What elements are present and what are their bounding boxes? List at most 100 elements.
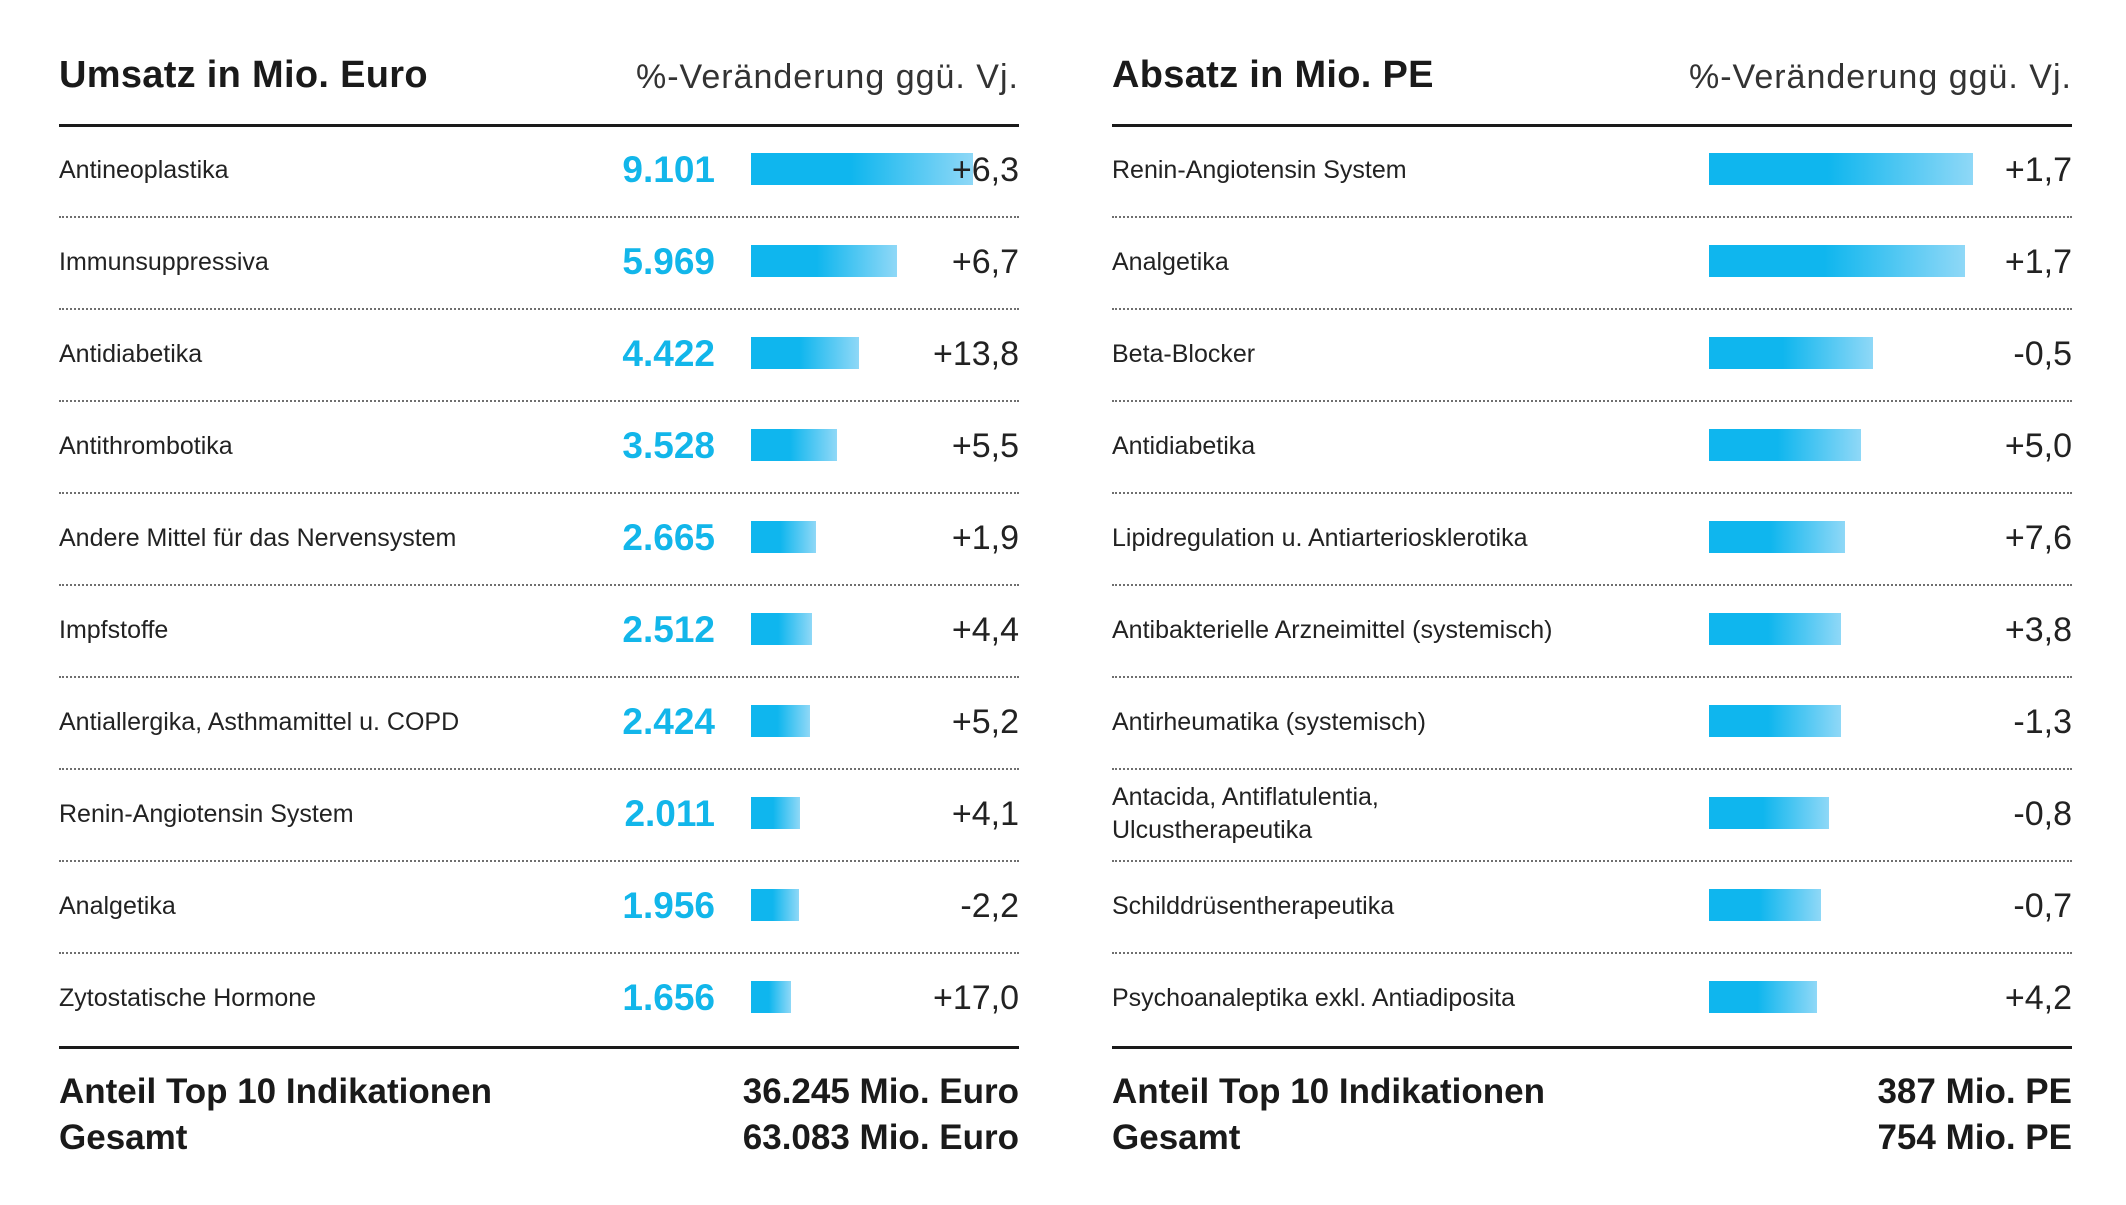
absatz-row: Psychoanaleptika exkl. Antiadiposita27+4… [1112, 952, 2072, 1044]
umsatz-row: Antithrombotika 3.528 +5,5 [59, 400, 1019, 494]
umsatz-category-label: Impfstoffe [59, 615, 169, 644]
umsatz-footer-top10: Anteil Top 10 Indikationen 36.245 Mio. E… [59, 1072, 1019, 1118]
absatz-top-rule [1112, 124, 2072, 127]
absatz-row: Beta-Blocker41-0,5 [1112, 308, 2072, 402]
umsatz-bar [751, 889, 799, 921]
umsatz-category-label: Analgetika [59, 891, 176, 920]
absatz-row: Antacida, Antiflatulentia, Ulcustherapeut… [1112, 768, 2072, 862]
absatz-title: Absatz in Mio. PE [1112, 54, 1434, 96]
absatz-category-label: Beta-Blocker [1112, 339, 1256, 368]
absatz-category-label: Antacida, Antiflatulentia, Ulcustherapeut… [1112, 783, 1379, 844]
umsatz-bar [751, 613, 812, 645]
absatz-row: Antibakterielle Arzneimittel (systemisch… [1112, 584, 2072, 678]
umsatz-bar [751, 981, 791, 1013]
absatz-category-label: Psychoanaleptika exkl. Antiadiposita [1112, 983, 1516, 1012]
absatz-footer-top10-label: Anteil Top 10 Indikationen [1112, 1072, 1545, 1111]
absatz-row: Lipidregulation u. Antiarteriosklerotika… [1112, 492, 2072, 586]
absatz-bar [1709, 429, 1861, 461]
absatz-change-label: -0,5 [2013, 334, 2072, 373]
umsatz-change-label: +1,9 [951, 518, 1019, 557]
umsatz-bar [751, 797, 800, 829]
umsatz-change-label: +6,7 [951, 242, 1019, 281]
umsatz-category-label: Renin-Angiotensin System [59, 799, 354, 828]
absatz-change-label: -0,8 [2013, 794, 2072, 833]
absatz-bottom-rule [1112, 1046, 2072, 1049]
absatz-category-label: Lipidregulation u. Antiarteriosklerotika [1112, 523, 1528, 552]
absatz-bar [1709, 889, 1821, 921]
absatz-footer-top10: Anteil Top 10 Indikationen 387 Mio. PE [1112, 1072, 2072, 1118]
umsatz-row: Impfstoffe 2.512 +4,4 [59, 584, 1019, 678]
absatz-row: Renin-Angiotensin System66+1,7 [1112, 124, 2072, 218]
umsatz-value-label: 5.969 [622, 241, 715, 282]
absatz-row: Antidiabetika38+5,0 [1112, 400, 2072, 494]
absatz-panel: Absatz in Mio. PE %-Veränderung ggü. Vj.… [1112, 48, 2072, 1178]
umsatz-bar [751, 705, 810, 737]
umsatz-change-label: -2,2 [960, 886, 1019, 925]
absatz-change-label: -1,3 [2013, 702, 2072, 741]
umsatz-row: Renin-Angiotensin System 2.011 +4,1 [59, 768, 1019, 862]
umsatz-panel: Umsatz in Mio. Euro %-Veränderung ggü. V… [59, 48, 1019, 1178]
umsatz-category-label: Antidiabetika [59, 339, 203, 368]
absatz-footer-total-value: 754 Mio. PE [1877, 1118, 2072, 1157]
umsatz-bar [751, 429, 837, 461]
absatz-footer-total-label: Gesamt [1112, 1118, 1241, 1157]
absatz-header: Absatz in Mio. PE %-Veränderung ggü. Vj. [1112, 48, 2072, 126]
absatz-change-label: +5,0 [2004, 426, 2072, 465]
absatz-row: Analgetika64+1,7 [1112, 216, 2072, 310]
umsatz-change-label: +17,0 [932, 978, 1019, 1017]
absatz-row: Antirheumatika (systemisch)33-1,3 [1112, 676, 2072, 770]
umsatz-change-label: +5,5 [951, 426, 1019, 465]
umsatz-change-label: +4,4 [951, 610, 1019, 649]
umsatz-change-label: +13,8 [932, 334, 1019, 373]
absatz-footer-total: Gesamt 754 Mio. PE [1112, 1118, 2072, 1164]
absatz-category-label: Antirheumatika (systemisch) [1112, 707, 1426, 736]
absatz-bar [1709, 705, 1841, 737]
umsatz-category-label: Immunsuppressiva [59, 247, 269, 276]
umsatz-value-label: 2.512 [622, 609, 715, 650]
umsatz-footer-total-value: 63.083 Mio. Euro [742, 1118, 1019, 1157]
umsatz-footer-top10-label: Anteil Top 10 Indikationen [59, 1072, 492, 1111]
absatz-category-label: Schilddrüsentherapeutika [1112, 891, 1395, 920]
umsatz-title: Umsatz in Mio. Euro [59, 54, 428, 96]
umsatz-value-label: 9.101 [622, 149, 715, 190]
umsatz-bar [751, 153, 973, 185]
umsatz-change-label: +5,2 [951, 702, 1019, 741]
absatz-bar [1709, 521, 1845, 553]
absatz-change-label: -0,7 [2013, 886, 2072, 925]
absatz-category-label: Renin-Angiotensin System [1112, 155, 1407, 184]
umsatz-value-label: 1.956 [622, 885, 715, 926]
umsatz-change-label: +6,3 [951, 150, 1019, 189]
umsatz-category-label: Antiallergika, Asthmamittel u. COPD [59, 707, 460, 736]
umsatz-header: Umsatz in Mio. Euro %-Veränderung ggü. V… [59, 48, 1019, 126]
absatz-category-label: Antibakterielle Arzneimittel (systemisch… [1112, 615, 1553, 644]
absatz-change-label: +1,7 [2004, 242, 2072, 281]
umsatz-value-label: 4.422 [622, 333, 715, 374]
umsatz-value-label: 2.011 [624, 793, 715, 834]
absatz-bar [1709, 981, 1817, 1013]
umsatz-bar [751, 245, 897, 277]
absatz-bar [1709, 245, 1965, 277]
umsatz-row: Antidiabetika 4.422 +13,8 [59, 308, 1019, 402]
umsatz-top-rule [59, 124, 1019, 127]
umsatz-footer-total-label: Gesamt [59, 1118, 188, 1157]
absatz-change-label: +1,7 [2004, 150, 2072, 189]
umsatz-category-label: Andere Mittel für das Nervensystem [59, 523, 457, 552]
umsatz-bottom-rule [59, 1046, 1019, 1049]
absatz-category-label: Antidiabetika [1112, 431, 1256, 460]
absatz-bar [1709, 337, 1873, 369]
umsatz-row: Immunsuppressiva 5.969 +6,7 [59, 216, 1019, 310]
umsatz-category-label: Zytostatische Hormone [59, 983, 317, 1012]
absatz-change-label: +3,8 [2004, 610, 2072, 649]
umsatz-category-label: Antineoplastika [59, 155, 229, 184]
absatz-category-label: Analgetika [1112, 247, 1229, 276]
umsatz-value-label: 3.528 [622, 425, 715, 466]
absatz-bar [1709, 153, 1973, 185]
umsatz-row: Zytostatische Hormone 1.656 +17,0 [59, 952, 1019, 1044]
umsatz-change-label: +4,1 [951, 794, 1019, 833]
umsatz-bar [751, 337, 859, 369]
umsatz-row: Analgetika 1.956 -2,2 [59, 860, 1019, 954]
absatz-change-label: +7,6 [2004, 518, 2072, 557]
umsatz-value-label: 1.656 [622, 977, 715, 1018]
absatz-change-header: %-Veränderung ggü. Vj. [1688, 58, 2072, 96]
absatz-bar [1709, 613, 1841, 645]
